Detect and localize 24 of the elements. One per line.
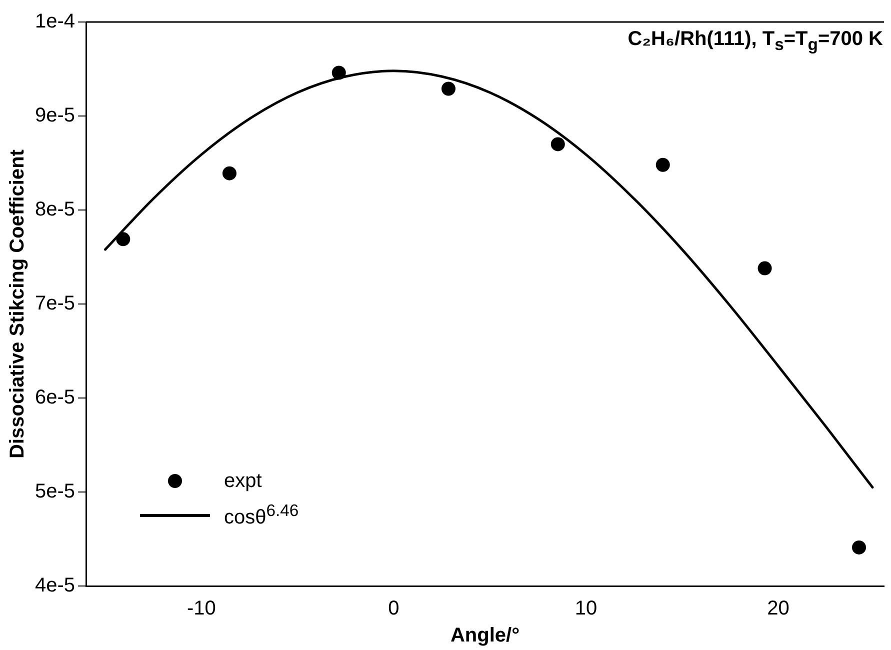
x-axis-title: Angle/° <box>450 624 520 647</box>
chart-title: C₂H₆/Rh(111), T$_{s}$=T$_{g}$=700 K <box>628 28 883 55</box>
point <box>656 158 670 172</box>
y-tick-label: 8e-5 <box>35 198 76 221</box>
x-tick-label: 0 <box>388 598 400 620</box>
point <box>222 166 236 180</box>
point <box>116 232 130 246</box>
y-tick-label: 4e-5 <box>35 574 76 597</box>
x-tick-label: 10 <box>574 598 598 620</box>
point <box>758 261 772 276</box>
point <box>332 66 346 80</box>
x-tick-label: 20 <box>767 598 790 620</box>
point <box>852 540 866 554</box>
y-tick-label: 1e-4 <box>35 10 76 33</box>
x-tick-label: -10 <box>186 598 216 620</box>
legend-label: cosθ$^{6.46}$ <box>224 500 299 530</box>
y-axis-title: Dissociative Stikcing Coefficient <box>6 149 29 458</box>
y-tick-label: 5e-5 <box>35 480 76 503</box>
y-tick-label: 7e-5 <box>35 292 76 315</box>
point <box>550 137 565 152</box>
y-tick-label: 9e-5 <box>35 104 76 127</box>
y-tick-label: 6e-5 <box>35 386 76 409</box>
legend-label: expt <box>224 470 262 492</box>
point <box>441 82 456 96</box>
